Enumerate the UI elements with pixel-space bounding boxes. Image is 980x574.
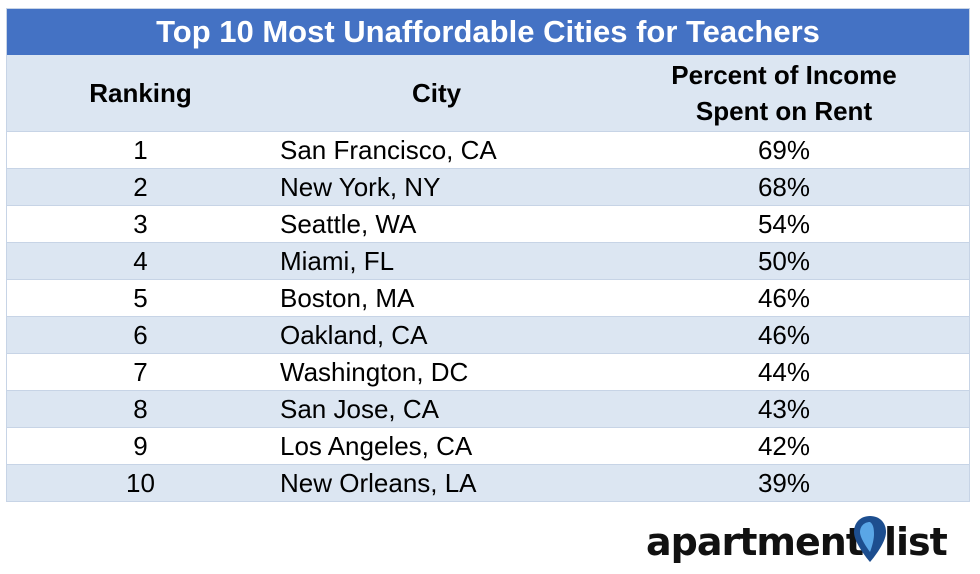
table-row: 4 Miami, FL 50% [7,242,969,280]
rank-cell: 1 [7,131,274,169]
rank-cell: 9 [7,427,274,465]
percent-cell: 68% [599,168,969,206]
table-body: 1 San Francisco, CA 69% 2 New York, NY 68% 3 Se… [7,131,969,501]
header-city: City [274,55,599,132]
percent-cell: 46% [599,279,969,317]
percent-cell: 43% [599,390,969,428]
rank-cell: 3 [7,205,274,243]
rank-cell: 4 [7,242,274,280]
table-row: 8 San Jose, CA 43% [7,390,969,428]
logo-text-right: list [884,520,948,564]
city-cell: New York, NY [274,168,599,206]
percent-cell: 69% [599,131,969,169]
header-row: Ranking City Percent of Income Spent on … [7,55,969,132]
map-pin-icon [854,516,886,562]
table-row: 5 Boston, MA 46% [7,279,969,317]
percent-cell: 39% [599,464,969,501]
city-cell: Seattle, WA [274,205,599,243]
percent-cell: 54% [599,205,969,243]
rank-cell: 5 [7,279,274,317]
percent-cell: 44% [599,353,969,391]
table-row: 2 New York, NY 68% [7,168,969,206]
table-row: 3 Seattle, WA 54% [7,205,969,243]
logo-text-left: apartment [646,520,864,564]
city-cell: Oakland, CA [274,316,599,354]
rank-cell: 10 [7,464,274,501]
city-cell: San Francisco, CA [274,131,599,169]
rank-cell: 8 [7,390,274,428]
city-cell: Boston, MA [274,279,599,317]
header-percent-line2: Spent on Rent [695,96,873,126]
table-row: 7 Washington, DC 44% [7,353,969,391]
rankings-table: Top 10 Most Unaffordable Cities for Teac… [6,8,970,502]
data-table: Ranking City Percent of Income Spent on … [7,55,969,501]
city-cell: Los Angeles, CA [274,427,599,465]
apartment-list-logo: apartment list [646,514,970,570]
rank-cell: 2 [7,168,274,206]
rank-cell: 6 [7,316,274,354]
rank-cell: 7 [7,353,274,391]
city-cell: Washington, DC [274,353,599,391]
table-row: 10 New Orleans, LA 39% [7,464,969,501]
percent-cell: 42% [599,427,969,465]
table-row: 6 Oakland, CA 46% [7,316,969,354]
percent-cell: 46% [599,316,969,354]
table-row: 1 San Francisco, CA 69% [7,131,969,169]
city-cell: New Orleans, LA [274,464,599,501]
header-ranking: Ranking [7,55,274,132]
city-cell: Miami, FL [274,242,599,280]
table-row: 9 Los Angeles, CA 42% [7,427,969,465]
city-cell: San Jose, CA [274,390,599,428]
header-percent-line1: Percent of Income [671,60,897,90]
table-title: Top 10 Most Unaffordable Cities for Teac… [7,9,969,55]
percent-cell: 50% [599,242,969,280]
header-percent: Percent of Income Spent on Rent [599,55,969,132]
